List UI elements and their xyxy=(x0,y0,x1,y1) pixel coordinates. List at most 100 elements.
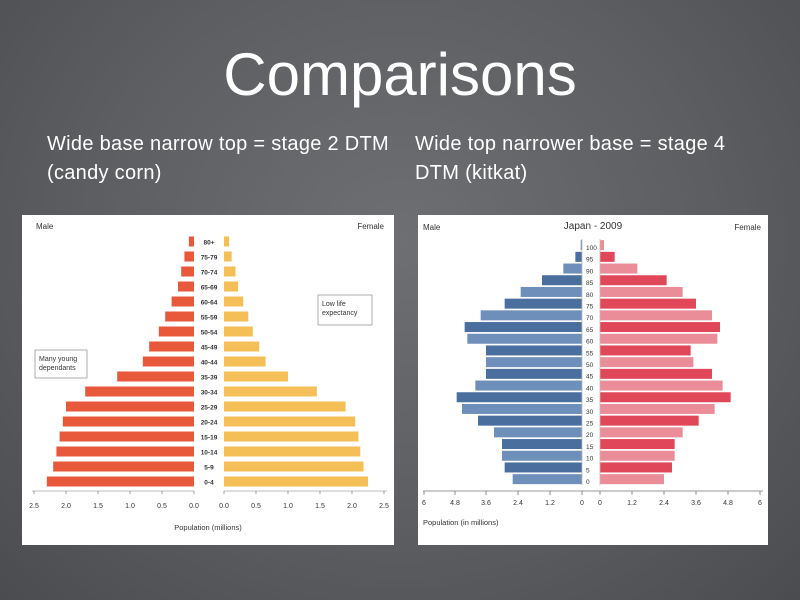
right-caption: Wide top narrower base = stage 4 DTM (ki… xyxy=(415,133,726,184)
age-label-40-44: 40-44 xyxy=(201,360,218,367)
female-bar-70-74 xyxy=(224,266,236,277)
age-label-80+: 80+ xyxy=(203,240,214,247)
age-label-5-9: 5-9 xyxy=(204,465,214,472)
right-x-ticks: 6 4.8 3.6 2.4 1.2 0 0 1.2 2.4 3.6 4.8 6 xyxy=(422,491,762,507)
right-x-tick: 1.2 xyxy=(627,500,637,507)
male-bar-10-14 xyxy=(56,446,195,457)
male-bar-0-4 xyxy=(46,476,194,487)
age-label-10-14: 10-14 xyxy=(201,450,218,457)
female-bar-0-4 xyxy=(224,476,368,487)
age-label-60-64: 60-64 xyxy=(201,300,218,307)
left-caption: Wide base narrow top = stage 2 DTM (cand… xyxy=(47,133,390,184)
age-tick-50: 50 xyxy=(586,362,594,369)
age-tick-60: 60 xyxy=(586,339,594,346)
male-bar-70-74 xyxy=(480,310,582,321)
female-bar-80-84 xyxy=(600,286,683,297)
female-bar-50-54 xyxy=(600,357,694,368)
left-x-tick: 1.5 xyxy=(315,503,325,510)
age-label-0-4: 0-4 xyxy=(204,480,214,487)
female-bar-35-39 xyxy=(224,371,288,382)
male-bar-45-49 xyxy=(486,368,582,379)
female-bar-25-29 xyxy=(600,415,699,426)
left-x-tick: 2.0 xyxy=(61,503,71,510)
left-x-tick: 0.0 xyxy=(219,503,229,510)
female-bar-70-74 xyxy=(600,310,712,321)
candy-corn-pyramid-panel: Male Female 0-4 5-9 10-14 15-19 20-24 25-29 30… xyxy=(22,215,394,545)
male-bar-5-9 xyxy=(504,462,582,473)
female-bar-75-79 xyxy=(600,298,696,309)
male-bar-80+ xyxy=(188,236,194,247)
male-bar-60-64 xyxy=(171,296,194,307)
female-bar-95-99 xyxy=(600,251,615,262)
female-bar-80+ xyxy=(224,236,230,247)
age-tick-5: 5 xyxy=(586,467,590,474)
left-x-tick: 0.5 xyxy=(157,503,167,510)
japan-chart-title: Japan - 2009 xyxy=(564,221,623,232)
male-bar-0-4 xyxy=(512,474,582,485)
female-bar-100+ xyxy=(600,240,604,251)
right-x-tick: 2.4 xyxy=(659,500,669,507)
left-x-ticks: 2.5 2.0 1.5 1.0 0.5 0.0 0.0 0.5 1.0 1.5 2.0 2.5 xyxy=(29,491,389,510)
female-bar-15-19 xyxy=(600,439,675,450)
left-x-tick: 1.5 xyxy=(93,503,103,510)
male-bar-25-29 xyxy=(478,415,582,426)
age-tick-10: 10 xyxy=(586,456,594,463)
age-tick-75: 75 xyxy=(586,304,594,311)
male-bar-65-69 xyxy=(464,322,582,333)
age-label-50-54: 50-54 xyxy=(201,330,218,337)
male-bar-5-9 xyxy=(53,461,195,472)
age-tick-70: 70 xyxy=(586,315,594,322)
right-female-label: Female xyxy=(734,223,761,232)
female-bar-30-34 xyxy=(600,403,715,414)
age-tick-90: 90 xyxy=(586,268,594,275)
age-tick-65: 65 xyxy=(586,327,594,334)
female-bar-25-29 xyxy=(224,401,346,412)
male-bar-30-34 xyxy=(85,386,194,397)
female-bar-30-34 xyxy=(224,386,317,397)
age-label-75-79: 75-79 xyxy=(201,255,218,262)
female-bar-40-44 xyxy=(600,380,723,391)
female-bar-20-24 xyxy=(224,416,356,427)
female-bar-35-39 xyxy=(600,392,731,403)
age-label-20-24: 20-24 xyxy=(201,420,218,427)
age-tick-80: 80 xyxy=(586,292,594,299)
age-tick-85: 85 xyxy=(586,280,594,287)
female-bar-40-44 xyxy=(224,356,266,367)
age-tick-20: 20 xyxy=(586,432,594,439)
male-bar-25-29 xyxy=(66,401,194,412)
female-bar-90-94 xyxy=(600,263,638,274)
male-bar-30-34 xyxy=(462,403,582,414)
age-tick-25: 25 xyxy=(586,421,594,428)
age-label-35-39: 35-39 xyxy=(201,375,218,382)
male-bar-50-54 xyxy=(158,326,194,337)
age-tick-55: 55 xyxy=(586,350,594,357)
male-bar-35-39 xyxy=(456,392,582,403)
male-bar-35-39 xyxy=(117,371,194,382)
male-bar-20-24 xyxy=(494,427,582,438)
left-x-axis-label: Population (millions) xyxy=(174,523,242,532)
right-x-tick: 3.6 xyxy=(691,500,701,507)
right-x-tick: 4.8 xyxy=(450,500,460,507)
male-bar-70-74 xyxy=(181,266,194,277)
female-bar-5-9 xyxy=(224,461,364,472)
right-x-tick: 4.8 xyxy=(723,500,733,507)
left-bars-group: 0-4 5-9 10-14 15-19 20-24 25-29 30-34 35-39 40-4… xyxy=(46,236,368,487)
male-bar-20-24 xyxy=(62,416,194,427)
age-tick-35: 35 xyxy=(586,397,594,404)
age-label-25-29: 25-29 xyxy=(201,405,218,412)
female-bar-75-79 xyxy=(224,251,232,262)
right-x-tick: 1.2 xyxy=(545,500,555,507)
right-x-tick: 0 xyxy=(598,500,602,507)
stage4-pyramid-chart: Male Japan - 2009 Female 0 5 10 15 20 25 30 35 4… xyxy=(422,221,763,527)
right-x-tick: 0 xyxy=(580,500,584,507)
female-bar-65-69 xyxy=(600,322,720,333)
right-x-tick: 6 xyxy=(422,500,426,507)
age-tick-95: 95 xyxy=(586,257,594,264)
female-bar-10-14 xyxy=(224,446,361,457)
female-bar-60-64 xyxy=(600,333,718,344)
stage2-pyramid-chart: Male Female 0-4 5-9 10-14 15-19 20-24 25-29 30… xyxy=(29,222,389,532)
left-x-tick: 2.5 xyxy=(379,503,389,510)
female-bar-0-4 xyxy=(600,474,664,485)
male-bar-55-59 xyxy=(165,311,194,322)
female-bar-15-19 xyxy=(224,431,359,442)
